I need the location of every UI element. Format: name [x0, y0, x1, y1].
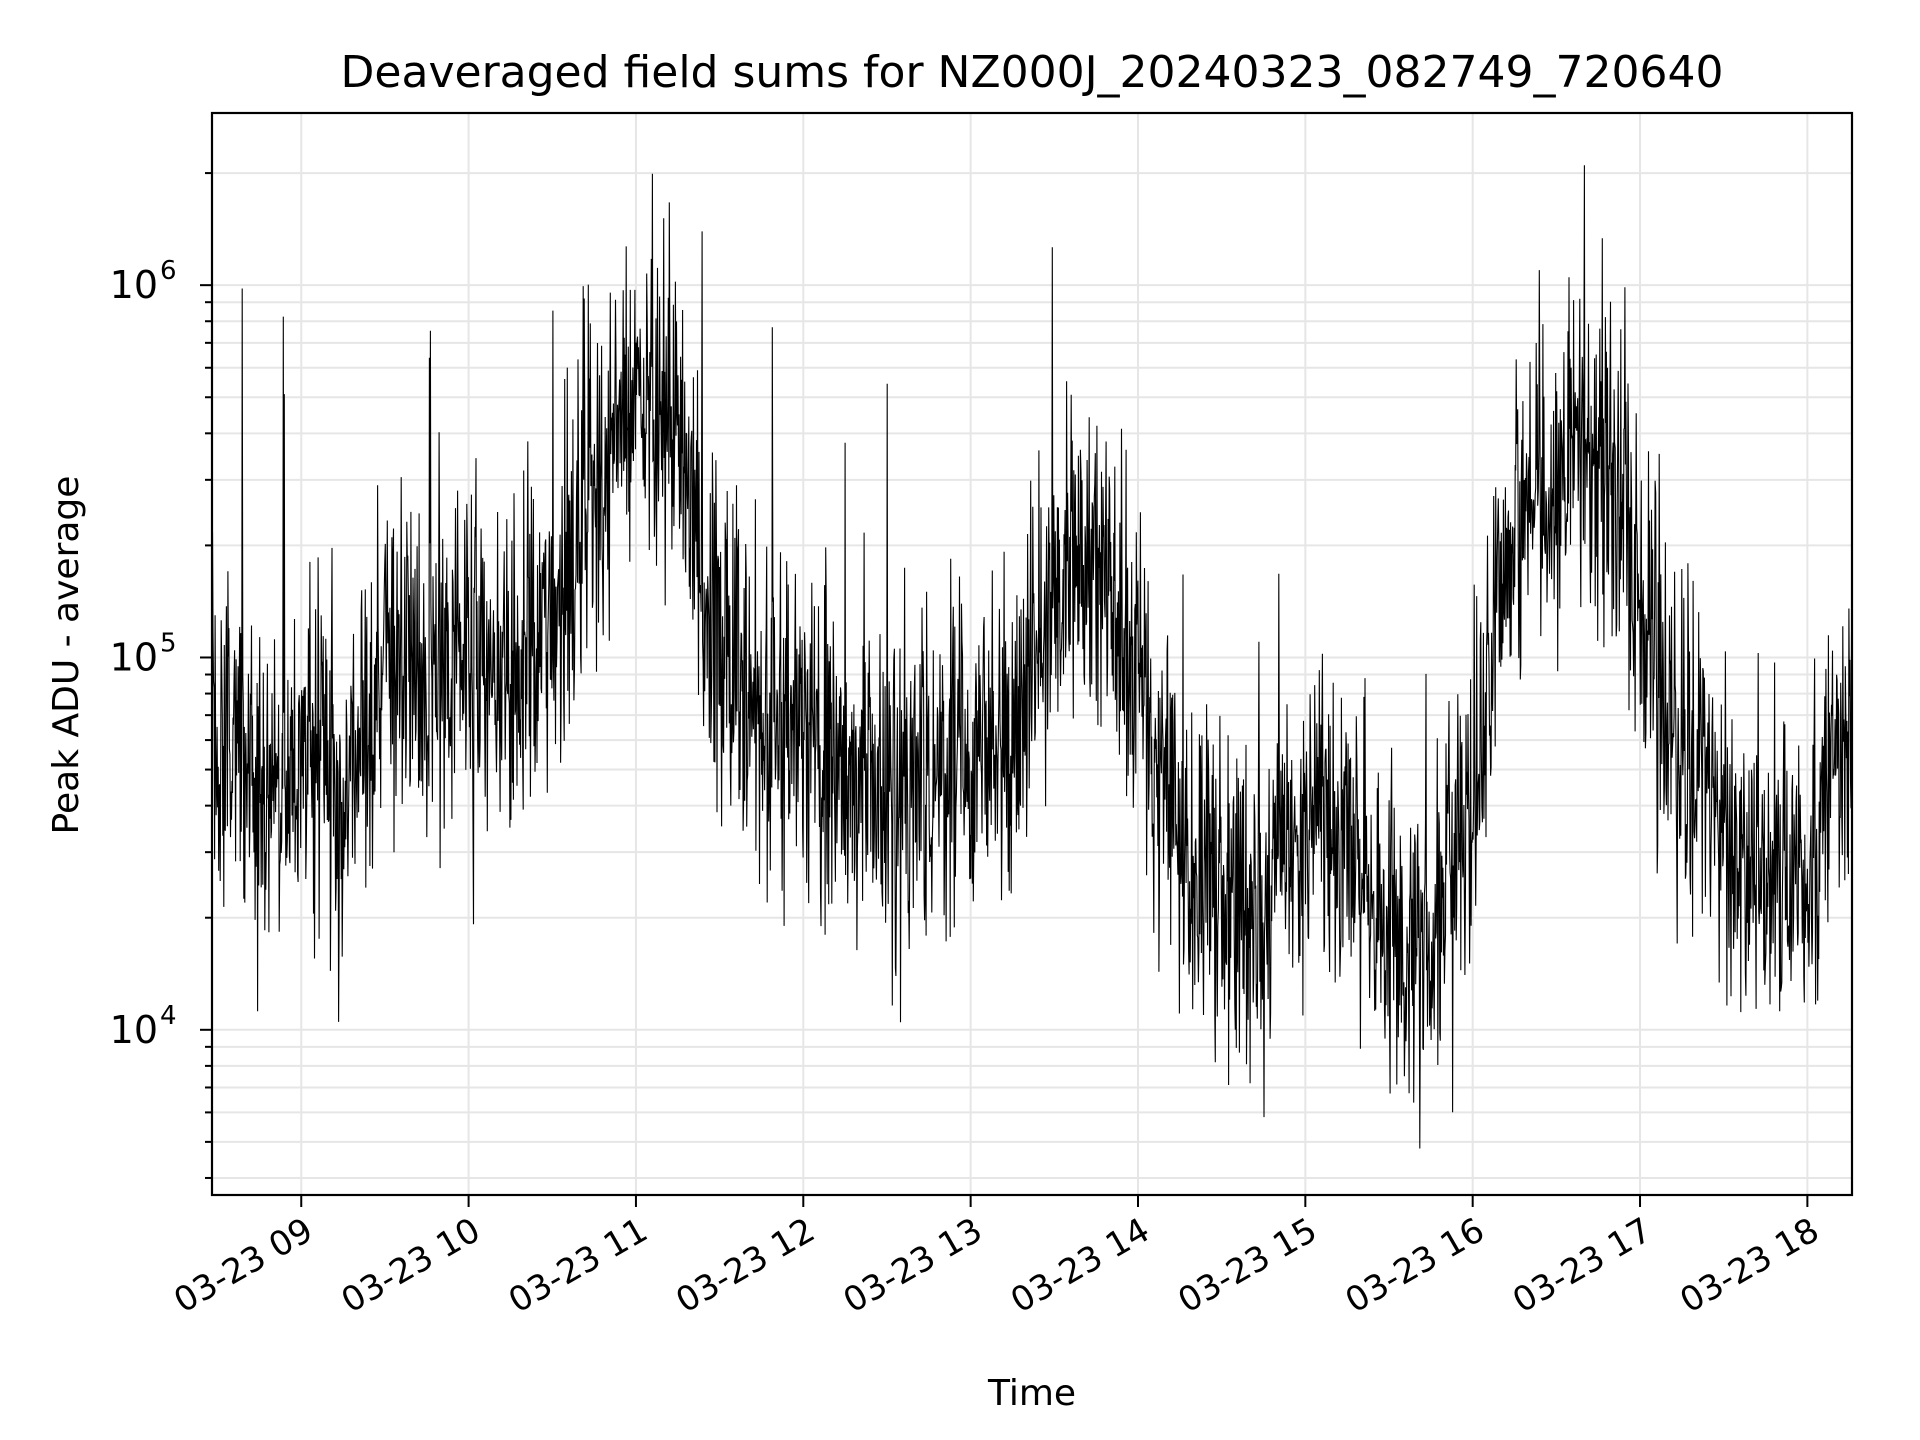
- y-tick-exponent: 6: [160, 256, 177, 286]
- x-tick-label: 03-23 11: [502, 1210, 654, 1321]
- y-tick-label: 10: [110, 635, 158, 679]
- x-axis: 03-23 09 03-23 10 03-23 11 03-23 12 03-23 13…: [167, 1195, 1826, 1321]
- y-tick-label: 10: [110, 1008, 158, 1052]
- x-tick-label: 03-23 15: [1171, 1210, 1323, 1321]
- series-line: [211, 165, 1853, 1149]
- y-tick-exponent: 4: [160, 1001, 177, 1031]
- y-tick-label: 10: [110, 263, 158, 307]
- y-axis-label: Peak ADU - average: [46, 476, 87, 835]
- x-tick-label: 03-23 09: [167, 1210, 319, 1321]
- plot-frame: [210, 111, 1854, 1197]
- x-tick-label: 03-23 18: [1673, 1210, 1825, 1321]
- x-tick-label: 03-23 12: [669, 1210, 821, 1321]
- y-tick-exponent: 5: [160, 628, 177, 658]
- x-tick-label: 03-23 10: [335, 1210, 487, 1321]
- x-tick-label: 03-23 16: [1339, 1210, 1491, 1321]
- x-tick-label: 03-23 17: [1506, 1210, 1658, 1321]
- x-axis-label: Time: [987, 1373, 1076, 1414]
- x-tick-label: 03-23 13: [837, 1210, 989, 1321]
- x-tick-label: 03-23 14: [1004, 1210, 1156, 1321]
- chart-title: Deaveraged field sums for NZ000J_2024032…: [341, 47, 1724, 98]
